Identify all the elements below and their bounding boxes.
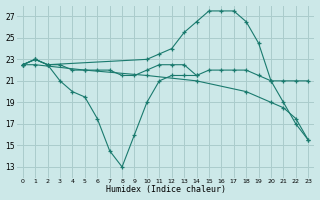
- X-axis label: Humidex (Indice chaleur): Humidex (Indice chaleur): [106, 185, 226, 194]
